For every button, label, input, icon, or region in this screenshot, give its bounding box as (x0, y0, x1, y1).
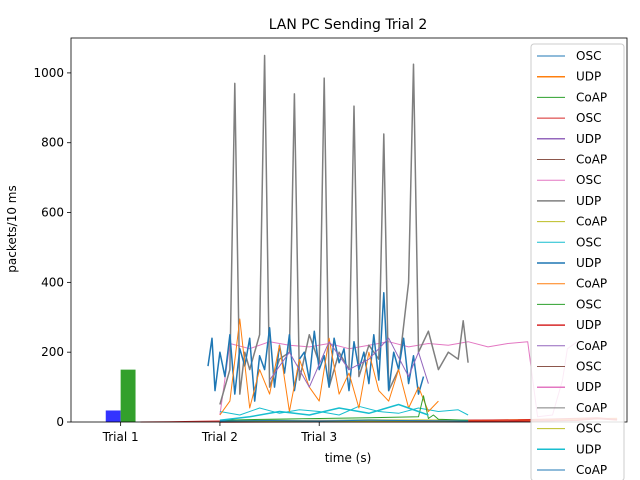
legend-label-9: OSC (576, 235, 601, 249)
chart-title: LAN PC Sending Trial 2 (269, 17, 428, 33)
bars-layer (105, 369, 136, 422)
plot-frame (70, 37, 628, 423)
legend-label-18: OSC (576, 422, 601, 436)
series-line-19 (219, 403, 429, 422)
legend-box (530, 43, 625, 480)
legend-label-4: UDP (576, 132, 601, 146)
legend-label-5: CoAP (576, 153, 607, 167)
legend-label-0: OSC (576, 49, 601, 63)
legend-label-20: CoAP (576, 463, 607, 477)
axes-layer: 0 200 400 600 800 1000 Trial 1 Trial 2 Trial 3 (33, 37, 628, 444)
legend-label-17: CoAP (576, 401, 607, 415)
x-tick-label-2: Trial 3 (300, 430, 337, 444)
y-tick-label-1: 200 (41, 345, 64, 359)
legend-label-6: OSC (576, 173, 601, 187)
x-tick-label-0: Trial 1 (102, 430, 139, 444)
series-line-12 (219, 395, 469, 421)
y-tick-label-5: 1000 (33, 66, 64, 80)
series-line-20 (219, 419, 469, 422)
series-line-10 (207, 292, 425, 402)
legend-label-3: OSC (576, 111, 601, 125)
legend-label-15: OSC (576, 360, 601, 374)
legend-label-16: UDP (576, 380, 601, 394)
y-tick-label-0: 0 (56, 415, 64, 429)
legend-label-8: CoAP (576, 215, 607, 229)
series-line-7 (219, 54, 469, 405)
legend-label-2: CoAP (576, 90, 607, 104)
legend: OSC UDP CoAP OSC UDP CoAP OSC UDP CoAP OSC UDP CoAP… (530, 43, 625, 480)
legend-label-7: UDP (576, 194, 601, 208)
x-axis-label: time (s) (325, 451, 372, 465)
legend-label-11: CoAP (576, 277, 607, 291)
legend-label-14: CoAP (576, 339, 607, 353)
y-tick-label-2: 400 (41, 275, 64, 289)
legend-label-12: OSC (576, 297, 601, 311)
bar-0 (105, 410, 121, 422)
series-line-9 (219, 405, 469, 416)
legend-label-13: UDP (576, 318, 601, 332)
series-line-11 (219, 318, 439, 416)
x-tick-label-1: Trial 2 (201, 430, 238, 444)
y-tick-label-4: 800 (41, 136, 64, 150)
bar-1 (120, 369, 136, 422)
legend-label-19: UDP (576, 442, 601, 456)
legend-label-1: UDP (576, 70, 601, 84)
series-line-14 (269, 337, 429, 388)
y-axis-label: packets/10 ms (5, 185, 19, 273)
legend-label-10: UDP (576, 256, 601, 270)
y-tick-label-3: 600 (41, 206, 64, 220)
